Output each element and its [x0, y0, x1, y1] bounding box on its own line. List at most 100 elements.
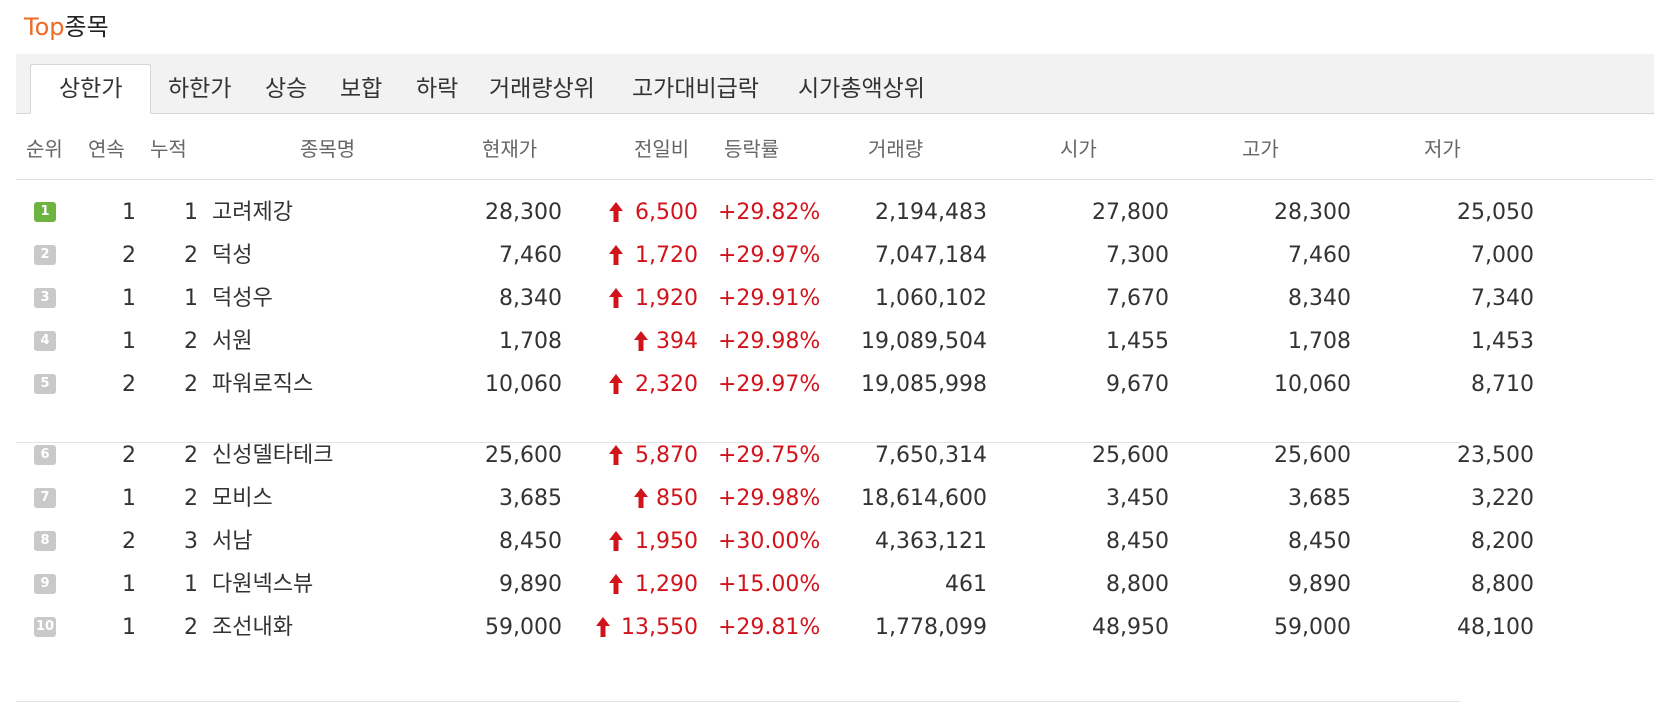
- cell-change: 6,500: [635, 200, 698, 225]
- col-high: 고가: [1242, 137, 1279, 161]
- cell-stock-name[interactable]: 조선내화: [212, 615, 293, 640]
- cell-rate: +29.97%: [718, 243, 821, 268]
- cell-change: 2,320: [635, 372, 698, 397]
- col-change: 전일비: [634, 137, 690, 161]
- up-arrow-icon: [596, 617, 610, 637]
- rank-badge: 9: [34, 574, 56, 594]
- cell-open: 3,450: [1106, 486, 1169, 511]
- table-header: 순위 연속 누적 종목명 현재가 전일비 등락률 거래량 시가 고가 저가: [16, 118, 1654, 180]
- cell-low: 48,100: [1457, 615, 1534, 640]
- cell-streak: 2: [122, 243, 136, 268]
- page-title-text: 종목: [64, 13, 109, 41]
- cell-price: 9,890: [499, 572, 562, 597]
- cell-rate: +29.97%: [718, 372, 821, 397]
- cell-rate: +29.91%: [718, 286, 821, 311]
- cell-high: 28,300: [1274, 200, 1351, 225]
- up-arrow-icon: [608, 245, 623, 265]
- cell-volume: 19,085,998: [861, 372, 987, 397]
- cell-price: 7,460: [499, 243, 562, 268]
- cell-rate: +29.98%: [718, 329, 821, 354]
- rank-badge: 1: [34, 202, 56, 222]
- tab-lower-limit[interactable]: 하한가: [168, 76, 232, 102]
- tab-drop-from-high[interactable]: 고가대비급락: [632, 76, 759, 102]
- cell-volume: 461: [945, 572, 987, 597]
- cell-high: 3,685: [1288, 486, 1351, 511]
- cell-stock-name[interactable]: 덕성: [212, 243, 253, 268]
- tab-rise[interactable]: 상승: [265, 76, 308, 102]
- cell-streak: 1: [122, 329, 136, 354]
- cell-stock-name[interactable]: 고려제강: [212, 200, 293, 225]
- rank-badge: 2: [34, 245, 56, 265]
- page-title: Top종목: [24, 12, 109, 42]
- cell-price: 25,600: [485, 443, 562, 468]
- cell-open: 27,800: [1092, 200, 1169, 225]
- cell-open: 9,670: [1106, 372, 1169, 397]
- cell-cumulative: 2: [184, 486, 198, 511]
- cell-volume: 4,363,121: [875, 529, 987, 554]
- cell-open: 8,800: [1106, 572, 1169, 597]
- cell-low: 7,340: [1471, 286, 1534, 311]
- cell-stock-name[interactable]: 파워로직스: [212, 372, 314, 397]
- cell-cumulative: 3: [184, 529, 198, 554]
- up-arrow-icon: [608, 202, 623, 222]
- cell-open: 7,670: [1106, 286, 1169, 311]
- up-arrow-icon: [608, 531, 623, 551]
- tab-volume-top[interactable]: 거래량상위: [489, 76, 595, 102]
- tab-upper-limit[interactable]: 상한가: [30, 64, 152, 114]
- cell-rate: +29.98%: [718, 486, 821, 511]
- cell-rate: +29.75%: [718, 443, 821, 468]
- cell-streak: 2: [122, 443, 136, 468]
- table-row: 6 2 2 신성델타테크 25,600 5,870 +29.75% 7,650,314 25,6…: [0, 433, 1672, 479]
- cell-volume: 7,047,184: [875, 243, 987, 268]
- cell-rate: +29.81%: [718, 615, 821, 640]
- cell-streak: 1: [122, 615, 136, 640]
- cell-stock-name[interactable]: 서원: [212, 329, 253, 354]
- cell-change: 5,870: [635, 443, 698, 468]
- table-row: 5 2 2 파워로직스 10,060 2,320 +29.97% 19,085,998 9,67…: [0, 362, 1672, 408]
- rank-badge: 4: [34, 331, 56, 351]
- cell-high: 10,060: [1274, 372, 1351, 397]
- cell-open: 8,450: [1106, 529, 1169, 554]
- table-bottom-divider: [16, 701, 1460, 702]
- col-price: 현재가: [482, 137, 538, 161]
- tab-market-cap-top[interactable]: 시가총액상위: [798, 76, 925, 102]
- tab-bar: 상한가 하한가 상승 보합 하락 거래량상위 고가대비급락 시가총액상위: [16, 54, 1654, 114]
- cell-streak: 1: [122, 286, 136, 311]
- col-cumulative: 누적: [150, 137, 187, 161]
- tab-fall[interactable]: 하락: [416, 76, 459, 102]
- up-arrow-icon: [608, 288, 623, 308]
- up-arrow-icon: [608, 574, 623, 594]
- cell-high: 1,708: [1288, 329, 1351, 354]
- cell-open: 1,455: [1106, 329, 1169, 354]
- cell-cumulative: 2: [184, 372, 198, 397]
- cell-rate: +30.00%: [718, 529, 821, 554]
- cell-volume: 1,778,099: [875, 615, 987, 640]
- cell-stock-name[interactable]: 다원넥스뷰: [212, 572, 314, 597]
- cell-cumulative: 2: [184, 329, 198, 354]
- table-row: 9 1 1 다원넥스뷰 9,890 1,290 +15.00% 461 8,800 9,890 8,…: [0, 562, 1672, 608]
- cell-rate: +15.00%: [718, 572, 821, 597]
- cell-change: 1,920: [635, 286, 698, 311]
- cell-low: 23,500: [1457, 443, 1534, 468]
- cell-stock-name[interactable]: 서남: [212, 529, 253, 554]
- group-divider: [16, 442, 1460, 443]
- cell-price: 8,450: [499, 529, 562, 554]
- cell-low: 3,220: [1471, 486, 1534, 511]
- cell-rate: +29.82%: [718, 200, 821, 225]
- cell-stock-name[interactable]: 모비스: [212, 486, 273, 511]
- cell-stock-name[interactable]: 신성델타테크: [212, 443, 334, 468]
- cell-low: 8,800: [1471, 572, 1534, 597]
- col-low: 저가: [1424, 137, 1461, 161]
- cell-cumulative: 2: [184, 243, 198, 268]
- col-open: 시가: [1060, 137, 1097, 161]
- cell-streak: 1: [122, 572, 136, 597]
- cell-stock-name[interactable]: 덕성우: [212, 286, 273, 311]
- cell-cumulative: 2: [184, 443, 198, 468]
- col-name: 종목명: [300, 137, 356, 161]
- rank-badge: 8: [34, 531, 56, 551]
- cell-change: 850: [656, 486, 698, 511]
- cell-cumulative: 2: [184, 615, 198, 640]
- tab-steady[interactable]: 보합: [340, 76, 383, 102]
- col-rate: 등락률: [724, 137, 780, 161]
- cell-price: 8,340: [499, 286, 562, 311]
